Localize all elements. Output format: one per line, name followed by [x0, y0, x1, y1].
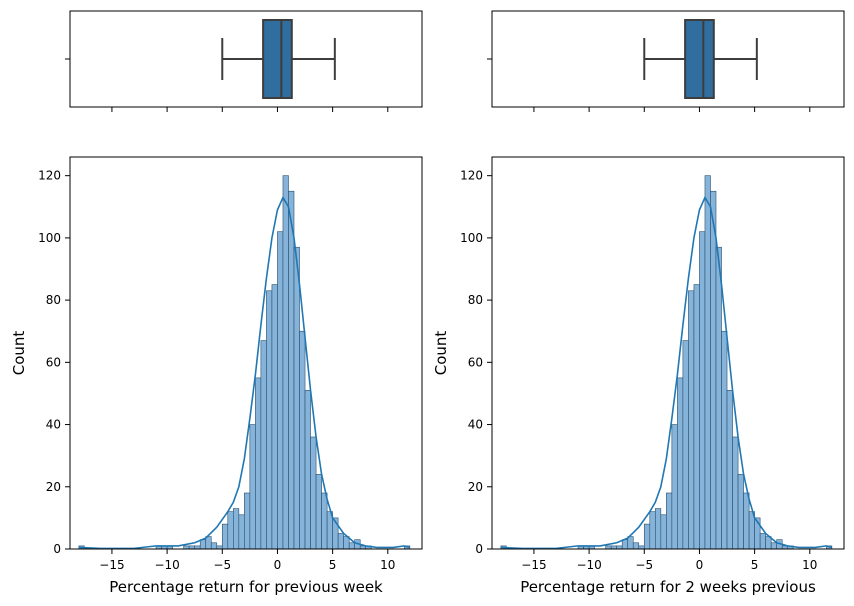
histogram-bar: [682, 340, 689, 550]
histogram-bar: [199, 539, 207, 550]
x-tick-label: 10: [802, 558, 817, 572]
histogram-bar: [266, 290, 273, 550]
histogram-bar: [337, 533, 344, 550]
histogram-bar: [348, 542, 355, 550]
histogram-bar: [643, 523, 651, 550]
histogram-bar: [721, 330, 728, 550]
histogram-bar: [304, 390, 311, 550]
histogram-bar: [315, 474, 322, 550]
histogram-bar: [299, 330, 306, 550]
histogram-bar: [726, 390, 733, 550]
y-tick-label: 120: [38, 169, 61, 183]
histogram-bar: [660, 514, 667, 550]
histogram-bar: [260, 340, 267, 550]
x-tick-label: −10: [576, 558, 601, 572]
y-tick-label: 100: [38, 231, 61, 245]
histogram-bar: [632, 542, 640, 550]
y-tick-label: 80: [46, 293, 61, 307]
histogram-bar: [233, 508, 240, 550]
x-tick-label: 0: [274, 558, 282, 572]
boxplot-box: [684, 19, 715, 99]
histogram-bar: [715, 246, 722, 550]
x-tick-label: −5: [213, 558, 231, 572]
histogram-bar: [288, 190, 295, 550]
histogram-bar: [238, 514, 245, 550]
y-tick-label: 40: [46, 418, 61, 432]
histogram-bar: [282, 175, 289, 550]
y-tick-label: 80: [468, 293, 483, 307]
histogram-bar: [688, 290, 695, 550]
kde-curve: [500, 195, 833, 550]
histogram-bar: [671, 424, 678, 550]
histogram-bar: [732, 436, 739, 550]
histogram-bar: [277, 231, 284, 550]
y-tick-label: 20: [468, 480, 483, 494]
histogram-bar: [666, 492, 673, 550]
x-axis-label: Percentage return for 2 weeks previous: [520, 578, 816, 596]
x-tick-label: −10: [154, 558, 179, 572]
histogram-bar: [627, 536, 634, 550]
y-tick-label: 0: [53, 542, 61, 556]
histogram-bar: [655, 508, 662, 550]
histogram-bar: [310, 436, 317, 550]
histogram-bar: [221, 523, 229, 550]
histogram-bar: [249, 424, 256, 550]
x-tick-label: 10: [380, 558, 395, 572]
histogram-axes-frame: [491, 156, 845, 550]
histogram-axes-frame: [69, 156, 423, 550]
x-tick-label: 0: [696, 558, 704, 572]
histogram-bar: [693, 284, 700, 550]
histogram-bar: [227, 511, 234, 550]
y-tick-label: 0: [475, 542, 483, 556]
y-axis-label: Count: [10, 331, 28, 376]
histogram-bar: [770, 542, 777, 550]
histogram-bar: [699, 231, 706, 550]
y-tick-label: 60: [468, 355, 483, 369]
x-tick-label: −15: [521, 558, 546, 572]
x-axis-label: Percentage return for previous week: [109, 578, 383, 596]
histogram-bar: [710, 190, 717, 550]
y-tick-label: 40: [468, 418, 483, 432]
y-axis-label: Count: [432, 331, 450, 376]
histogram-bar: [271, 284, 278, 550]
kde-curve: [78, 195, 411, 550]
histogram-bar: [293, 246, 300, 550]
boxplot-box: [262, 19, 293, 99]
x-tick-label: 5: [751, 558, 759, 572]
histogram-bar: [737, 474, 744, 550]
histogram-bar: [205, 536, 212, 550]
histogram-bar: [759, 533, 766, 550]
histogram-bar: [677, 377, 684, 550]
histogram-bar: [649, 511, 656, 550]
histogram-bar: [621, 539, 629, 550]
histogram-bar: [743, 492, 750, 550]
histogram-bar: [244, 492, 251, 550]
histogram-bar: [210, 542, 218, 550]
x-tick-label: −5: [635, 558, 653, 572]
x-tick-label: 5: [329, 558, 337, 572]
boxplot-axes: [487, 10, 845, 112]
y-tick-label: 20: [46, 480, 61, 494]
histogram-bar: [321, 492, 328, 550]
x-tick-label: −15: [99, 558, 124, 572]
y-tick-label: 60: [46, 355, 61, 369]
boxplot-axes: [65, 10, 423, 112]
histogram-bar: [255, 377, 262, 550]
y-tick-label: 120: [460, 169, 483, 183]
histogram-bar: [704, 175, 711, 550]
y-tick-label: 100: [460, 231, 483, 245]
